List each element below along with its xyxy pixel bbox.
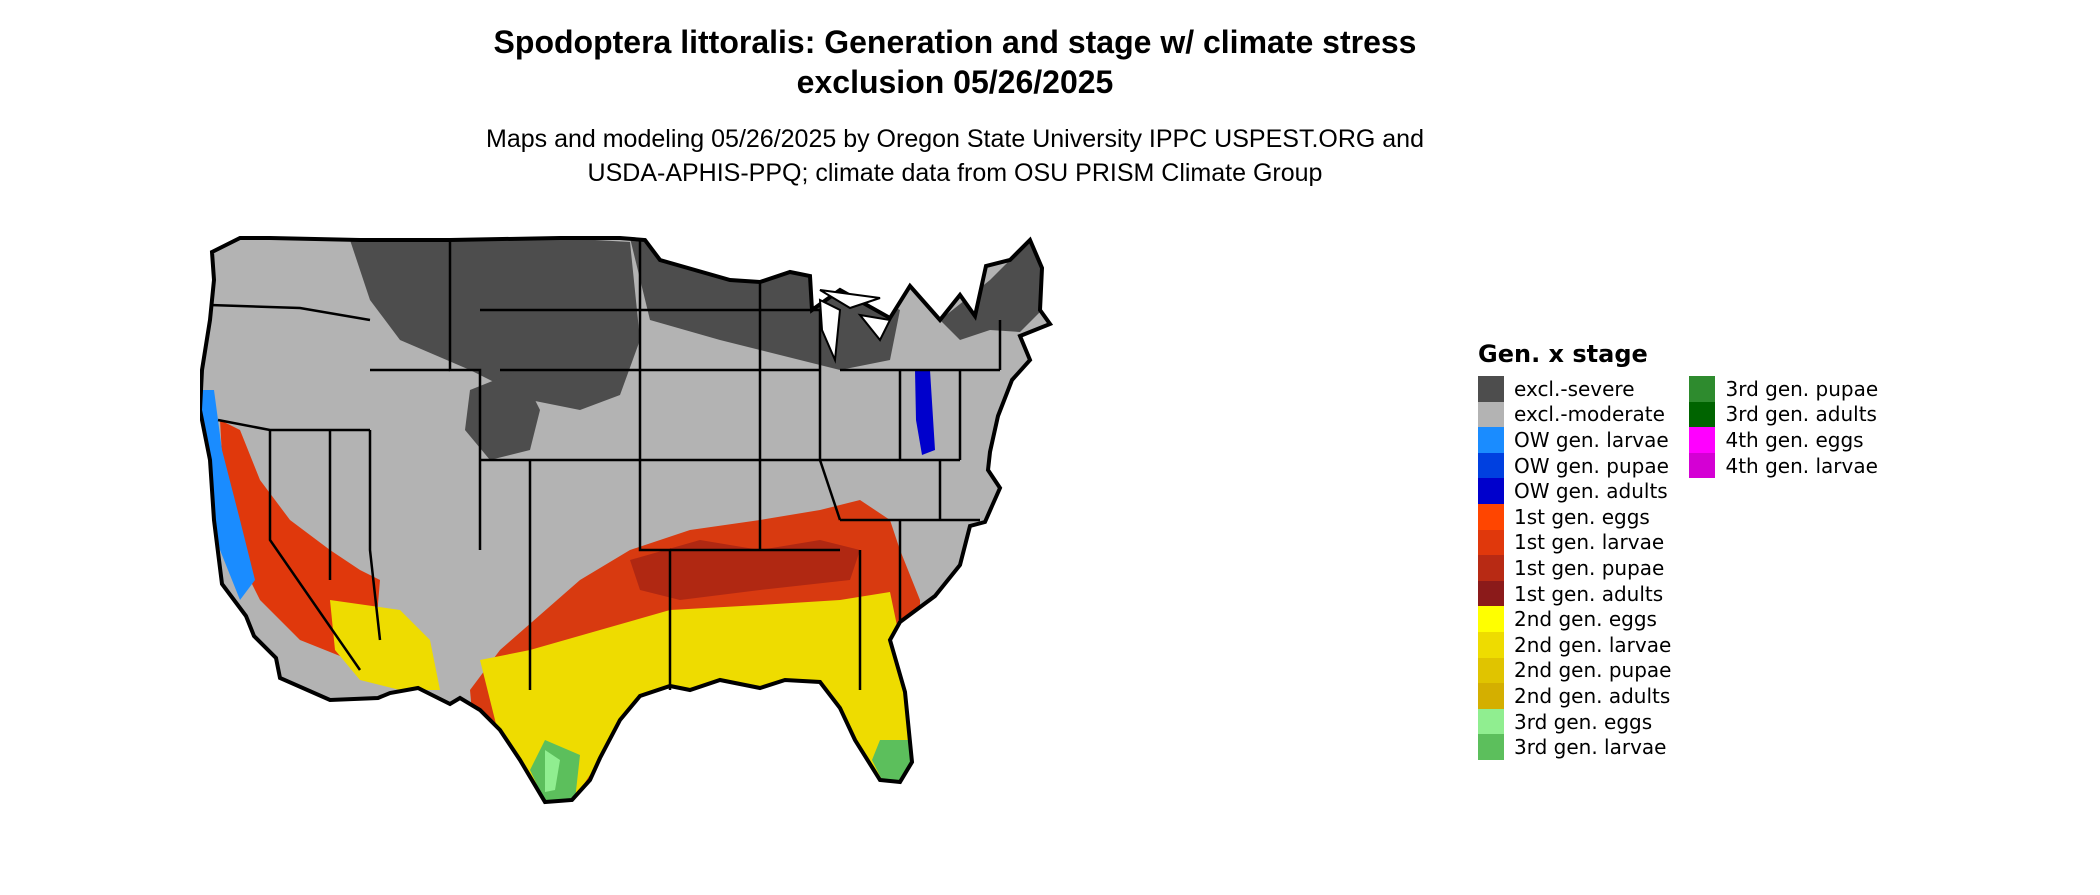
legend-swatch [1478, 631, 1504, 658]
legend: Gen. x stage excl.-severe excl.-moderate O… [1478, 340, 1878, 760]
severe-rockies-south [465, 370, 540, 460]
legend-item: 1st gen. pupae [1478, 555, 1671, 581]
legend-swatch [1478, 503, 1504, 530]
legend-label: 2nd gen. adults [1514, 683, 1671, 708]
severe-northeast [940, 240, 1045, 340]
ow-mid-atlantic [915, 370, 935, 455]
legend-item: 2nd gen. larvae [1478, 631, 1672, 658]
legend-label: 2nd gen. larvae [1514, 632, 1672, 657]
legend-item: 2nd gen. pupae [1478, 657, 1672, 684]
legend-label: 2nd gen. pupae [1514, 658, 1672, 683]
legend-swatch [1689, 452, 1716, 479]
severe-northwest [350, 238, 640, 410]
legend-label: OW gen. larvae [1514, 427, 1669, 452]
legend-label: 4th gen. eggs [1725, 427, 1864, 452]
legend-swatch [1689, 401, 1716, 428]
legend-item: 3rd gen. adults [1689, 401, 1878, 428]
gen1-california [220, 420, 380, 660]
legend-swatch [1478, 529, 1504, 556]
gen1-deep-south [630, 540, 860, 600]
legend-item: OW gen. pupae [1478, 452, 1671, 479]
legend-column-2: 3rd gen. pupae 3rd gen. adults 4th gen. eg… [1689, 376, 1878, 760]
legend-item: OW gen. larvae [1478, 427, 1671, 453]
legend-label: 2nd gen. eggs [1514, 607, 1657, 632]
legend-column-1: excl.-severe excl.-moderate OW gen. larvae… [1478, 376, 1671, 760]
legend-swatch [1478, 708, 1504, 735]
legend-item: 4th gen. eggs [1689, 427, 1878, 453]
title-line-2: exclusion 05/26/2025 [796, 64, 1114, 100]
legend-swatch [1478, 555, 1504, 581]
legend-label: 3rd gen. larvae [1514, 735, 1667, 760]
legend-item: 3rd gen. eggs [1478, 708, 1671, 735]
legend-item: 1st gen. adults [1478, 580, 1671, 607]
legend-swatch [1478, 657, 1504, 684]
legend-title: Gen. x stage [1478, 340, 1648, 368]
legend-swatch [1478, 580, 1504, 607]
map-title: Spodoptera littoralis: Generation and st… [240, 22, 1670, 102]
us-map [200, 236, 1054, 805]
title-line-1: Spodoptera littoralis: Generation and st… [493, 24, 1417, 60]
legend-label: 1st gen. eggs [1514, 504, 1650, 529]
subtitle-line-1: Maps and modeling 05/26/2025 by Oregon S… [486, 125, 1424, 153]
state-borders [209, 240, 1002, 690]
legend-label: 3rd gen. adults [1725, 402, 1877, 427]
legend-swatch [1478, 606, 1504, 632]
legend-swatch [1689, 376, 1716, 402]
legend-label: 3rd gen. pupae [1725, 376, 1879, 401]
map-subtitle: Maps and modeling 05/26/2025 by Oregon S… [260, 122, 1650, 190]
legend-item: 2nd gen. adults [1478, 683, 1671, 709]
legend-swatch [1478, 452, 1504, 479]
legend-swatch [1478, 401, 1504, 428]
legend-swatch [1478, 683, 1504, 709]
legend-item: excl.-severe [1478, 376, 1671, 402]
legend-item: OW gen. adults [1478, 478, 1671, 504]
legend-label: 3rd gen. eggs [1514, 709, 1653, 734]
legend-label: 4th gen. larvae [1725, 453, 1878, 478]
ow-pacific-coast [200, 390, 255, 600]
legend-label: 1st gen. adults [1514, 581, 1664, 606]
legend-item: excl.-moderate [1478, 401, 1671, 428]
legend-label: OW gen. pupae [1514, 453, 1669, 478]
legend-label: 1st gen. larvae [1514, 530, 1665, 555]
legend-swatch [1478, 734, 1504, 760]
legend-label: excl.-moderate [1514, 402, 1665, 427]
gen2-gulf-coast [480, 592, 912, 802]
subtitle-line-2: USDA-APHIS-PPQ; climate data from OSU PR… [587, 159, 1323, 187]
legend-item: 3rd gen. pupae [1689, 376, 1878, 402]
us-outline [200, 236, 1054, 805]
legend-swatch [1478, 427, 1504, 453]
legend-item: 4th gen. larvae [1689, 452, 1878, 479]
legend-swatch [1478, 478, 1504, 504]
legend-label: 1st gen. pupae [1514, 555, 1665, 580]
legend-label: excl.-severe [1514, 376, 1635, 401]
legend-item: 3rd gen. larvae [1478, 734, 1671, 760]
legend-swatch [1478, 376, 1504, 402]
legend-item: 1st gen. eggs [1478, 503, 1671, 530]
legend-item: 2nd gen. eggs [1478, 606, 1671, 632]
gen3-south-florida [872, 740, 912, 782]
legend-swatch [1689, 427, 1716, 453]
legend-item: 1st gen. larvae [1478, 529, 1671, 556]
great-lakes [818, 289, 892, 364]
gen3-texas-tip [545, 750, 560, 792]
legend-label: OW gen. adults [1514, 479, 1668, 504]
